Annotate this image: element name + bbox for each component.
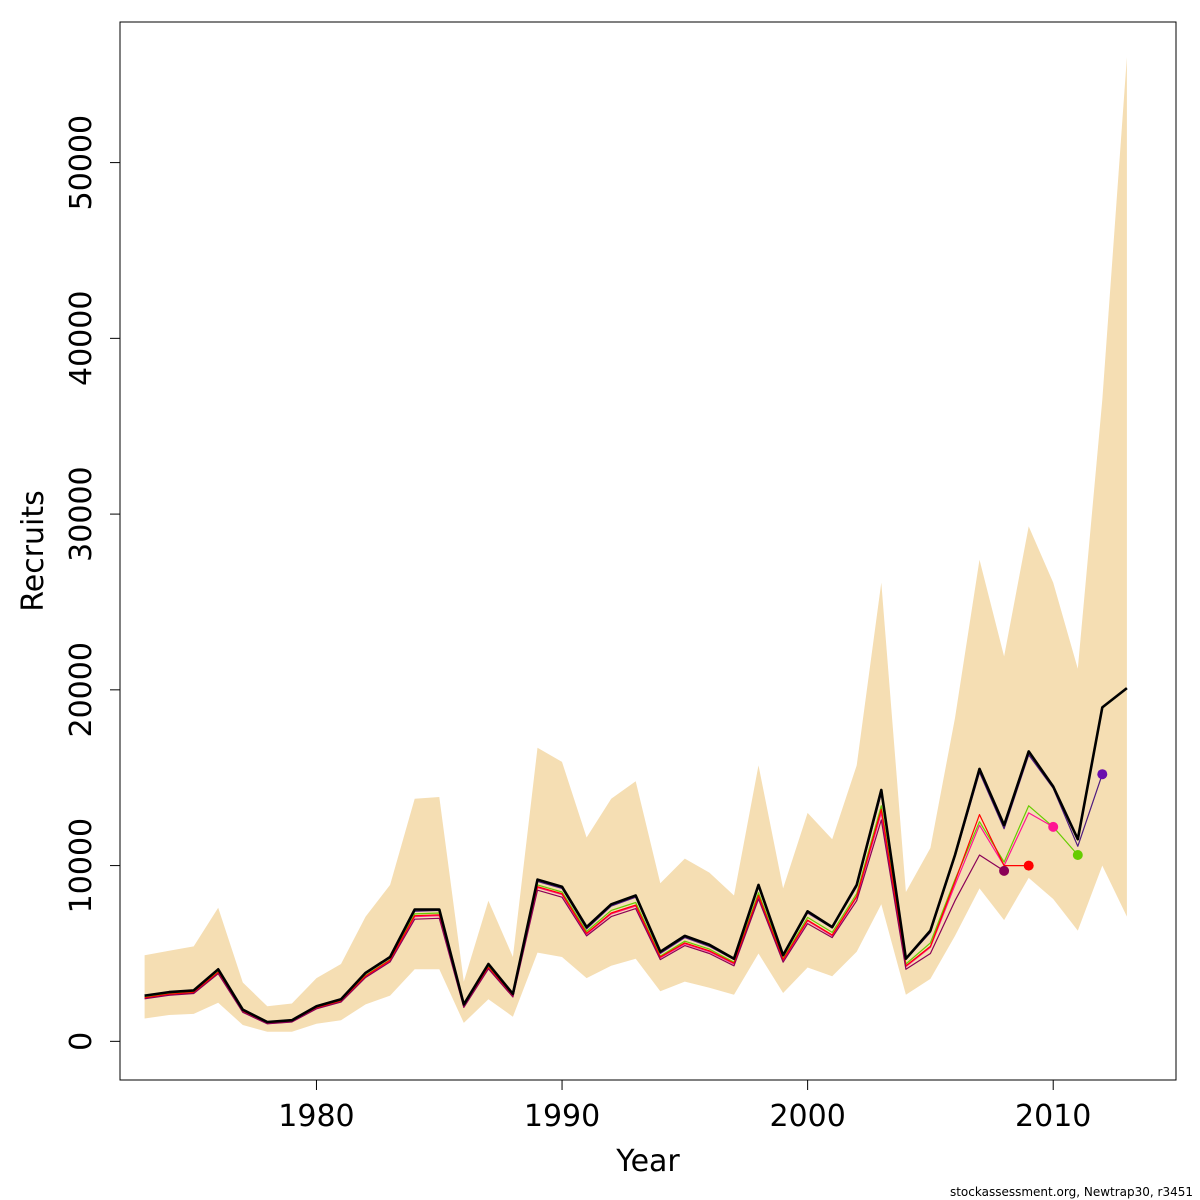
series-line-base <box>144 687 1128 1024</box>
y-tick-label-10000: 10000 <box>64 818 99 913</box>
endpoint-marker-2008 <box>999 865 1010 876</box>
y-tick-label-50000: 50000 <box>64 115 99 210</box>
endpoint-marker-2012 <box>1097 769 1108 780</box>
series-layer <box>144 687 1128 1025</box>
y-tick-label-0: 0 <box>64 1032 99 1051</box>
y-axis: 0 10000 20000 30000 40000 50000 <box>64 115 121 1051</box>
confidence-band <box>144 57 1127 1032</box>
x-tick-label-2010: 2010 <box>1015 1099 1091 1134</box>
footer-note: stockassessment.org, Newtrap30, r3451 <box>950 1185 1193 1199</box>
y-tick-label-40000: 40000 <box>64 291 99 386</box>
series-line-retro-5 <box>144 819 1005 1025</box>
x-axis-title: Year <box>615 1144 680 1179</box>
endpoint-layer <box>999 769 1108 876</box>
y-tick-label-20000: 20000 <box>64 642 99 737</box>
x-tick-label-2000: 2000 <box>769 1099 845 1134</box>
x-axis: 1980 1990 2000 2010 <box>278 1079 1091 1134</box>
y-tick-label-30000: 30000 <box>64 466 99 561</box>
x-tick-label-1990: 1990 <box>524 1099 600 1134</box>
x-tick-label-1980: 1980 <box>278 1099 354 1134</box>
confidence-band-layer <box>144 57 1127 1032</box>
endpoint-marker-2011 <box>1072 850 1083 860</box>
endpoint-marker-2009 <box>1023 860 1034 871</box>
y-axis-title: Recruits <box>16 490 51 612</box>
endpoint-marker-2010 <box>1048 821 1059 832</box>
